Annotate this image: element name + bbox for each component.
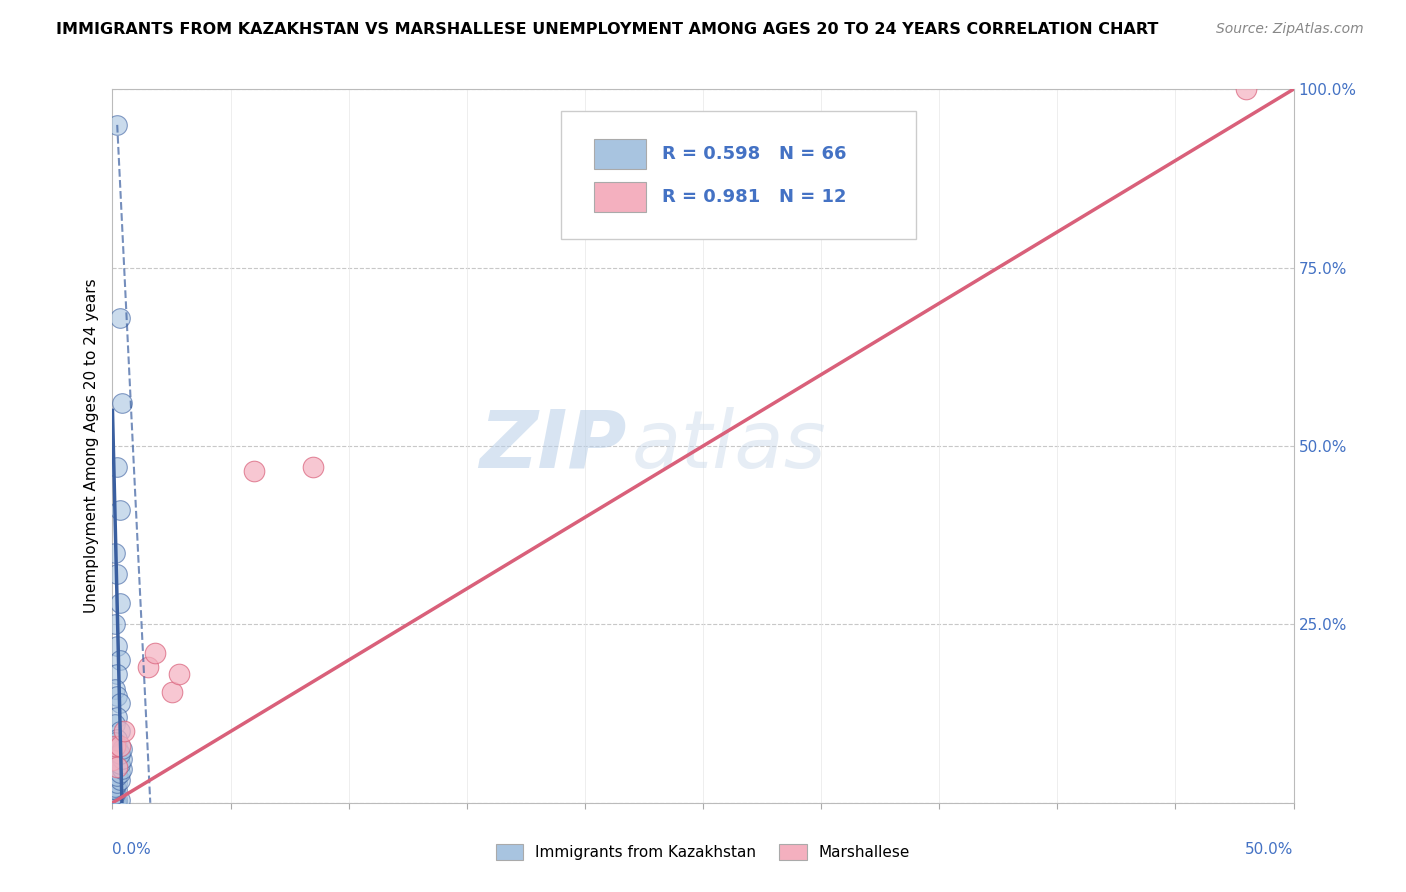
Point xyxy=(111,762,134,776)
Point xyxy=(101,787,124,801)
Point xyxy=(104,546,127,560)
Point xyxy=(104,785,127,799)
Text: ZIP: ZIP xyxy=(479,407,626,485)
Point xyxy=(104,791,127,805)
Point xyxy=(105,776,128,790)
Point xyxy=(101,792,124,806)
Y-axis label: Unemployment Among Ages 20 to 24 years: Unemployment Among Ages 20 to 24 years xyxy=(83,278,98,614)
Point xyxy=(112,724,135,739)
Point xyxy=(105,567,128,582)
Point xyxy=(101,795,124,809)
Point xyxy=(101,789,124,803)
Point xyxy=(104,794,127,808)
FancyBboxPatch shape xyxy=(595,139,647,169)
Point xyxy=(111,742,134,756)
Point xyxy=(101,753,124,767)
Point xyxy=(101,774,124,789)
Point xyxy=(104,742,127,756)
Point xyxy=(104,787,127,801)
Text: atlas: atlas xyxy=(633,407,827,485)
Point xyxy=(105,767,128,781)
Point xyxy=(101,781,124,796)
Point xyxy=(243,464,266,478)
Point xyxy=(108,653,131,667)
Point xyxy=(108,746,131,760)
Point xyxy=(104,778,127,792)
Point xyxy=(111,396,134,410)
Point xyxy=(104,790,127,805)
Point xyxy=(101,790,124,805)
Point xyxy=(108,772,131,787)
Point xyxy=(101,796,124,810)
Text: Source: ZipAtlas.com: Source: ZipAtlas.com xyxy=(1216,22,1364,37)
Point xyxy=(104,717,127,731)
Point xyxy=(104,739,127,753)
Point xyxy=(143,646,166,660)
Point xyxy=(1234,82,1257,96)
Point xyxy=(105,760,128,774)
Point xyxy=(105,639,128,653)
Point xyxy=(136,660,159,674)
Point xyxy=(167,667,190,681)
Point xyxy=(108,793,131,807)
Point xyxy=(108,724,131,739)
Point xyxy=(105,769,128,783)
Point xyxy=(105,791,128,805)
Point xyxy=(105,796,128,810)
Point xyxy=(108,310,131,325)
Point xyxy=(108,696,131,710)
Point xyxy=(104,735,127,749)
Point xyxy=(111,751,134,765)
Point xyxy=(105,753,128,767)
Point xyxy=(105,739,128,753)
Text: 0.0%: 0.0% xyxy=(112,842,152,857)
Point xyxy=(101,783,124,797)
FancyBboxPatch shape xyxy=(595,182,647,212)
Point xyxy=(105,667,128,681)
Point xyxy=(105,460,128,475)
Point xyxy=(105,760,128,774)
Point xyxy=(104,617,127,632)
Point xyxy=(105,731,128,746)
Point xyxy=(104,789,127,803)
Point xyxy=(104,681,127,696)
Point xyxy=(101,785,124,799)
Point xyxy=(101,780,124,794)
Point xyxy=(302,460,325,475)
Point xyxy=(104,764,127,778)
Point xyxy=(108,503,131,517)
Point xyxy=(104,793,127,807)
Point xyxy=(108,756,131,771)
Point xyxy=(104,796,127,810)
Point xyxy=(108,747,131,762)
Point xyxy=(108,596,131,610)
FancyBboxPatch shape xyxy=(561,111,915,239)
Text: 50.0%: 50.0% xyxy=(1246,842,1294,857)
Point xyxy=(105,118,128,132)
Point xyxy=(104,756,127,771)
Point xyxy=(104,781,127,796)
Point xyxy=(105,689,128,703)
Point xyxy=(108,739,131,753)
Point xyxy=(101,794,124,808)
Point xyxy=(105,710,128,724)
Point xyxy=(105,783,128,797)
Point xyxy=(104,771,127,785)
Point xyxy=(104,749,127,764)
Text: IMMIGRANTS FROM KAZAKHSTAN VS MARSHALLESE UNEMPLOYMENT AMONG AGES 20 TO 24 YEARS: IMMIGRANTS FROM KAZAKHSTAN VS MARSHALLES… xyxy=(56,22,1159,37)
Point xyxy=(108,765,131,780)
Point xyxy=(160,685,183,699)
Legend: Immigrants from Kazakhstan, Marshallese: Immigrants from Kazakhstan, Marshallese xyxy=(489,838,917,866)
Point xyxy=(104,780,127,794)
Text: R = 0.981   N = 12: R = 0.981 N = 12 xyxy=(662,188,846,206)
Text: R = 0.598   N = 66: R = 0.598 N = 66 xyxy=(662,145,846,163)
